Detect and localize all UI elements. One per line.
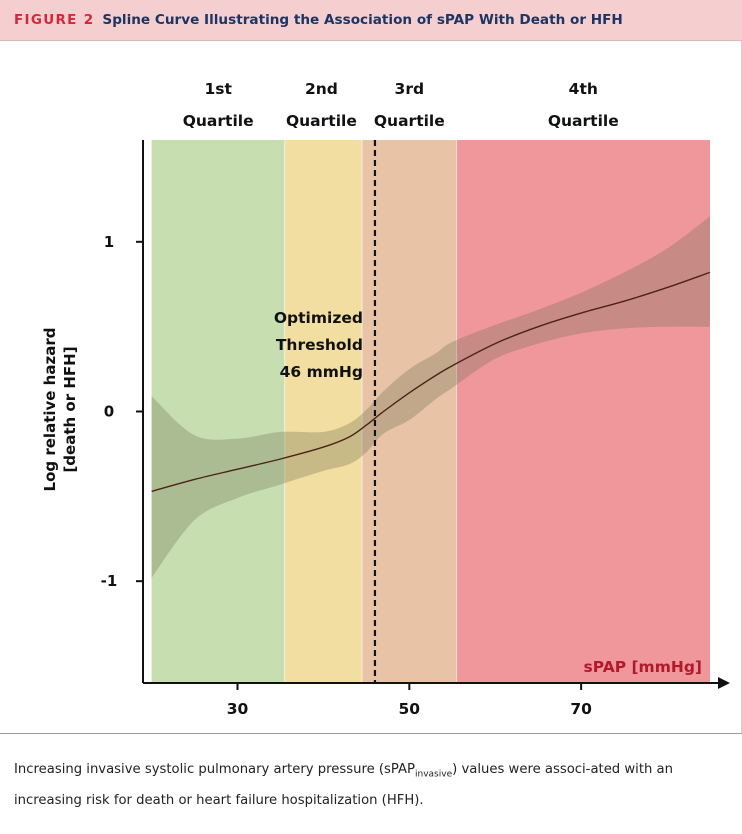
quartile-label-third-line2: Quartile [374, 112, 445, 130]
spline-chart: 1st Quartile 2nd Quartile 3rd Quartile 4th Quar… [0, 41, 742, 733]
quartile-region-third [362, 140, 457, 683]
figure-caption: Increasing invasive systolic pulmonary a… [14, 757, 724, 814]
quartile-region-second [284, 140, 363, 683]
threshold-label-line3: 46 mmHg [280, 363, 363, 381]
figure-label: FIGURE 2 [14, 12, 95, 28]
y-axis-label-line2: [death or HFH] [61, 346, 79, 472]
spline-curve [151, 271, 711, 492]
threshold-label-line1: Optimized [274, 309, 363, 327]
figure-header: FIGURE 2 Spline Curve Illustrating the A… [0, 0, 742, 40]
quartile-region-first [151, 140, 285, 683]
figure-title: Spline Curve Illustrating the Associatio… [102, 12, 623, 28]
x-axis-arrow [718, 677, 730, 689]
quartile-label-second-line2: Quartile [286, 112, 357, 130]
x-tick-label-1: 30 [227, 700, 249, 718]
x-tick-label-2: 50 [399, 700, 421, 718]
threshold-label-line2: Threshold [276, 336, 363, 354]
caption-text-2: ) values were associ-ated with an increa… [14, 762, 673, 808]
y-axis-label-line1: Log relative hazard [41, 328, 59, 492]
quartile-region-fourth [456, 140, 710, 683]
caption-divider [0, 733, 742, 734]
confidence-band [151, 216, 711, 578]
caption-text-1: Increasing invasive systolic pulmonary a… [14, 762, 416, 777]
quartile-label-fourth-line1: 4th [569, 80, 598, 98]
header-separator [0, 40, 742, 41]
y-tick-label-3: -1 [101, 572, 118, 590]
quartile-label-third-line1: 3rd [395, 80, 425, 98]
spline-chart-svg: 1st Quartile 2nd Quartile 3rd Quartile 4th Quar… [41, 80, 730, 718]
y-axis-label: Log relative hazard [death or HFH] [41, 328, 79, 492]
quartile-label-second-line1: 2nd [305, 80, 338, 98]
quartile-label-fourth-line2: Quartile [548, 112, 619, 130]
x-tick-label-3: 70 [570, 700, 592, 718]
quartile-label-first-line1: 1st [204, 80, 232, 98]
y-tick-label-1: 1 [104, 233, 114, 251]
caption-subscript: invasive [415, 769, 453, 780]
y-tick-label-2: 0 [104, 403, 114, 421]
quartile-label-first-line2: Quartile [183, 112, 254, 130]
x-axis-label: sPAP [mmHg] [584, 658, 702, 676]
